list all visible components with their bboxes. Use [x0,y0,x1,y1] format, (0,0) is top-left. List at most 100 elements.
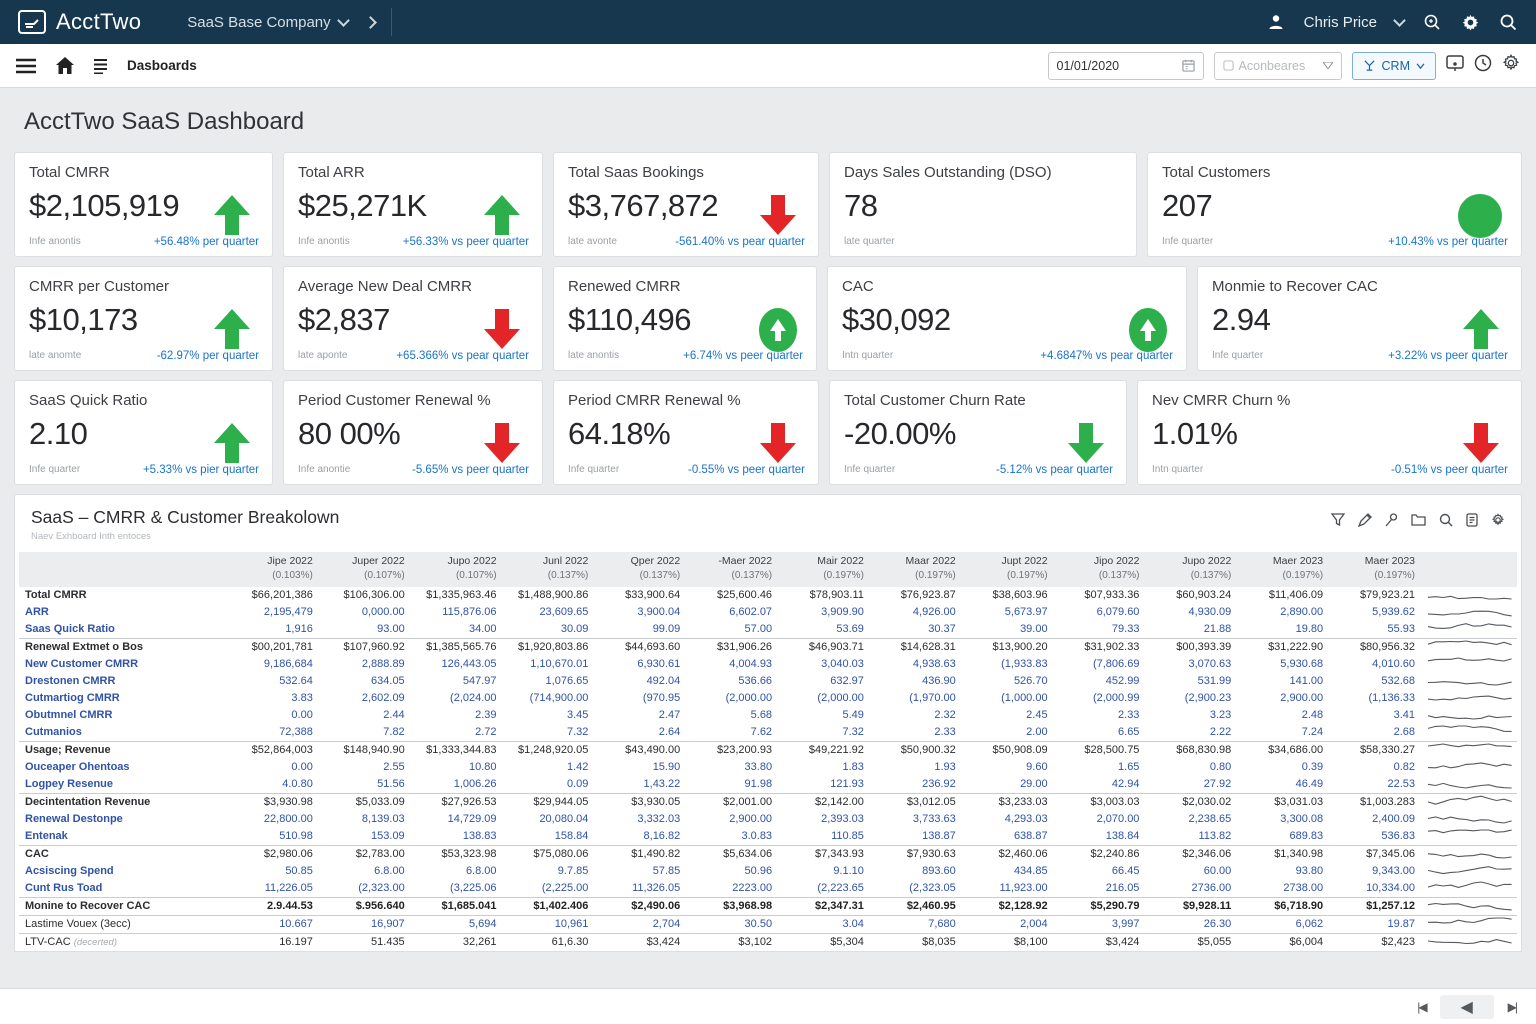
pencil-icon[interactable] [1358,513,1372,527]
kpi-card-cac[interactable]: CAC$30,092Intn quarter+4.6847% vs pear q… [827,266,1187,371]
row-label[interactable]: Renewal Extmet o Bos [19,638,227,656]
kpi-card-total-saas-bookings[interactable]: Total Saas Bookings$3,767,872late avonte… [553,152,819,257]
cell-value: 9.60 [962,759,1054,776]
table-row: LTV-CAC (decerted)16.19751.43532,26161,6… [19,933,1517,951]
kpi-card-average-new-deal-cmrr[interactable]: Average New Deal CMRR$2,837late aponte+6… [283,266,543,371]
cell-value: 14,729.09 [411,811,503,828]
row-label[interactable]: New Customer CMRR [19,656,227,673]
cell-value: 4,004.93 [686,656,778,673]
cell-value: $5,033.09 [319,793,411,811]
kpi-row-3: SaaS Quick Ratio2.10Infe quarter+5.33% v… [0,380,1536,485]
cell-value: 0.00 [227,759,319,776]
sparkline [1421,707,1517,724]
kpi-card-total-customers[interactable]: Total Customers207Infe quarter+10.43% vs… [1147,152,1522,257]
kpi-card-renewed-cmrr[interactable]: Renewed CMRR$110,496late anontis+6.74% v… [553,266,817,371]
folder-icon[interactable] [1411,513,1426,527]
user-name[interactable]: Chris Price [1304,14,1377,31]
kpi-card-total-cmrr[interactable]: Total CMRR$2,105,919Infe anontis+56.48% … [14,152,273,257]
row-label[interactable]: Cutmanios [19,724,227,742]
month-column-header: Qper 2022(0.137%) [594,552,686,587]
cell-value: 1,10,670.01 [503,656,595,673]
cell-value: (714,900.00 [503,690,595,707]
kpi-card-total-arr[interactable]: Total ARR$25,271KInfe anontis+56.33% vs … [283,152,543,257]
cell-value: 10,961 [503,915,595,933]
cell-value: 2.44 [319,707,411,724]
row-label[interactable]: Drestonen CMRR [19,673,227,690]
row-label[interactable]: Logpey Resenue [19,776,227,794]
gear-icon[interactable] [1460,12,1480,32]
breadcrumb[interactable]: Dasboards [127,58,197,73]
cell-value: 5,930.68 [1237,656,1329,673]
cell-value: 1.93 [870,759,962,776]
zoom-search-icon[interactable] [1422,12,1442,32]
row-label[interactable]: Cunt Rus Toad [19,880,227,898]
previous-page-button[interactable]: ◀ [1440,995,1494,1019]
cell-value: 531.99 [1145,673,1237,690]
cell-value: 3,070.63 [1145,656,1237,673]
report-icon[interactable] [1466,513,1478,527]
table-row: Renewal Extmet o Bos$00,201,781$107,960.… [19,638,1517,656]
cell-value: (1,933.83 [962,656,1054,673]
cell-value: $78,903.11 [778,587,870,604]
row-label[interactable]: Cutmartiog CMRR [19,690,227,707]
settings-icon[interactable] [1491,513,1505,527]
user-menu-chevron-icon[interactable] [1393,14,1406,27]
row-label[interactable]: Ouceaper Ohentoas [19,759,227,776]
company-selector[interactable]: SaaS Base Company [187,14,374,31]
sparkline [1421,673,1517,690]
kpi-value: 78 [844,188,1122,224]
kpi-card-monmie-to-recover-cac[interactable]: Monmie to Recover CAC2.94Infe quarter+3.… [1197,266,1522,371]
kpi-card-period-cmrr-renewal[interactable]: Period CMRR Renewal %64.18%Infe quarter-… [553,380,819,485]
cell-value: 21.88 [1145,621,1237,639]
row-label[interactable]: Acsiscing Spend [19,863,227,880]
cell-value: 536.83 [1329,828,1421,846]
cell-value: 72,388 [227,724,319,742]
kpi-title: Monmie to Recover CAC [1212,278,1507,295]
chevron-down-icon [337,14,350,27]
cell-value: $38,603.96 [962,587,1054,604]
home-icon[interactable] [56,57,74,74]
first-page-icon[interactable]: |◀ [1417,1000,1425,1014]
monitor-icon[interactable] [1446,55,1464,77]
search-icon[interactable] [1498,12,1518,32]
date-input[interactable]: 01/01/2020 [1048,52,1204,80]
list-icon[interactable] [94,58,107,74]
crm-button[interactable]: CRM [1352,52,1436,80]
pagination-bar: |◀ ◀ ▶| [0,988,1536,1024]
settings-gear-icon[interactable] [1502,54,1520,77]
cell-value: 2,602.09 [319,690,411,707]
sparkline [1421,724,1517,742]
last-page-icon[interactable]: ▶| [1508,1000,1516,1014]
kpi-card-days-sales-outstanding-dso[interactable]: Days Sales Outstanding (DSO)78late quart… [829,152,1137,257]
cell-value: $1,333,344.83 [411,741,503,759]
row-label[interactable]: CAC [19,845,227,863]
row-label[interactable]: Saas Quick Ratio [19,621,227,639]
row-label[interactable]: Usage; Revenue [19,741,227,759]
kpi-card-total-customer-churn-rate[interactable]: Total Customer Churn Rate-20.00%Infe qua… [829,380,1127,485]
cell-value: 115,876.06 [411,604,503,621]
cell-value: $2,423 [1329,933,1421,951]
cell-value: $1,488,900.86 [503,587,595,604]
kpi-card-cmrr-per-customer[interactable]: CMRR per Customer$10,173late anomte-62.9… [14,266,273,371]
row-label[interactable]: Obutmnel CMRR [19,707,227,724]
kpi-card-nev-cmrr-churn[interactable]: Nev CMRR Churn %1.01%Intn quarter-0.51% … [1137,380,1522,485]
row-label[interactable]: Renewal Destonpe [19,811,227,828]
row-label[interactable]: ARR [19,604,227,621]
filter-icon[interactable] [1331,513,1345,527]
cell-value: $1,248,920.05 [503,741,595,759]
cell-value: $29,944.05 [503,793,595,811]
cell-value: $2,490.06 [594,897,686,915]
cell-value: 2.39 [411,707,503,724]
kpi-card-saas-quick-ratio[interactable]: SaaS Quick Ratio2.10Infe quarter+5.33% v… [14,380,273,485]
pin-icon[interactable] [1385,513,1398,527]
row-label[interactable]: Total CMRR [19,587,227,604]
clock-icon[interactable] [1474,54,1492,77]
entity-filter-select[interactable]: Aconbeares [1214,52,1342,80]
hamburger-menu-icon[interactable] [16,58,36,74]
kpi-card-period-customer-renewal[interactable]: Period Customer Renewal %80 00%Infe anon… [283,380,543,485]
table-row: Acsiscing Spend50.856.8.006.8.009.7.8557… [19,863,1517,880]
row-label[interactable]: Decintentation Revenue [19,793,227,811]
row-label[interactable]: Entenak [19,828,227,846]
search-icon[interactable] [1439,513,1453,527]
kpi-note: Infe quarter [1162,236,1213,247]
